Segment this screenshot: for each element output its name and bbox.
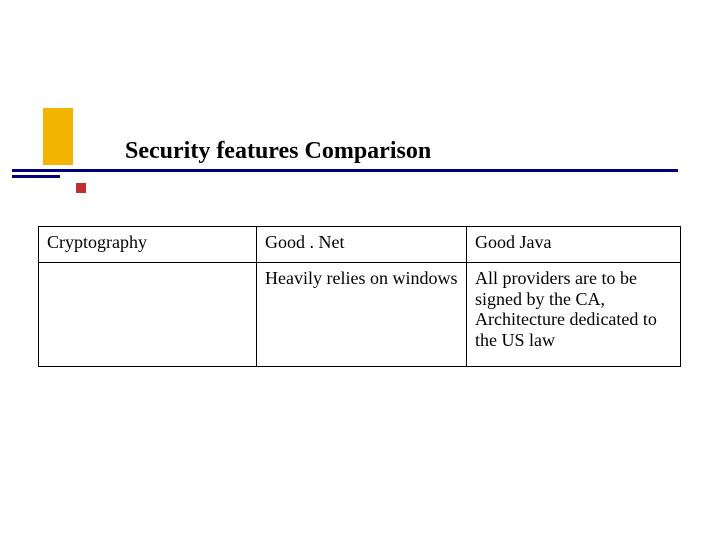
title-underline-long [12, 169, 678, 172]
table-row: Heavily relies on windows All providers … [39, 263, 681, 367]
comparison-table: Cryptography Good . Net Good Java Heavil… [38, 226, 681, 367]
bullet-square [76, 183, 86, 193]
table-row: Cryptography Good . Net Good Java [39, 227, 681, 263]
cell-net: Good . Net [257, 227, 467, 263]
cell-java: All providers are to be signed by the CA… [467, 263, 681, 367]
page-title: Security features Comparison [125, 138, 431, 165]
title-underline-short [12, 175, 60, 178]
slide: { "accent": { "box_color": "#f3b400", "l… [0, 0, 720, 540]
cell-topic: Cryptography [39, 227, 257, 263]
accent-box [43, 108, 73, 165]
cell-topic [39, 263, 257, 367]
cell-java: Good Java [467, 227, 681, 263]
cell-net: Heavily relies on windows [257, 263, 467, 367]
